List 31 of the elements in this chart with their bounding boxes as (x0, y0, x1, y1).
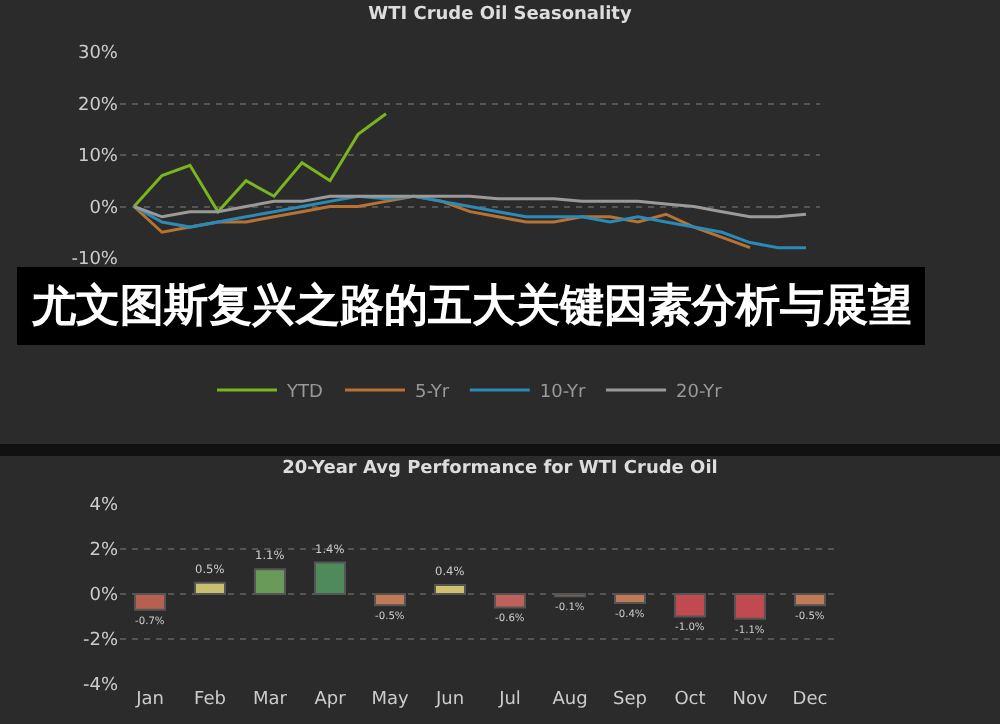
y-tick-label: 20% (77, 95, 119, 116)
x-tick-label: Mar (253, 690, 288, 710)
x-tick-label: Feb (194, 690, 227, 710)
line-series (132, 194, 808, 219)
x-tick-label: Jun (433, 690, 465, 710)
text: 尤文图斯复兴之路的五大关键因素分析与展望 (30, 280, 912, 332)
legend-label: 10-Yr (539, 383, 587, 404)
line-series (132, 112, 388, 214)
y-tick-label: 0% (89, 198, 119, 219)
x-tick-label: Oct (674, 690, 707, 710)
x-tick-label: Jul (497, 690, 521, 710)
legend-label: YTD (285, 383, 323, 404)
y-tick-label: -10% (71, 250, 119, 271)
chart-title: 20-Year Avg Performance for WTI Crude Oil (282, 458, 718, 479)
x-tick-label: Apr (314, 690, 347, 710)
legend-label: 5-Yr (414, 383, 450, 404)
x-tick-label: Sep (613, 690, 648, 710)
x-tick-label: May (371, 690, 410, 710)
y-tick-label: -4% (82, 676, 119, 697)
y-tick-label: 10% (77, 147, 119, 168)
y-tick-label: 30% (77, 44, 119, 65)
legend-label: 20-Yr (676, 383, 723, 404)
chart-title: WTI Crude Oil Seasonality (368, 5, 632, 26)
y-tick-label: 0% (89, 586, 119, 607)
y-tick-label: 4% (89, 496, 119, 517)
x-tick-label: Jan (134, 690, 164, 710)
x-tick-label: Aug (552, 690, 588, 710)
x-tick-label: Nov (732, 690, 769, 710)
y-tick-label: 2% (89, 541, 119, 562)
x-tick-label: Dec (792, 690, 828, 710)
y-tick-label: -2% (82, 631, 119, 652)
